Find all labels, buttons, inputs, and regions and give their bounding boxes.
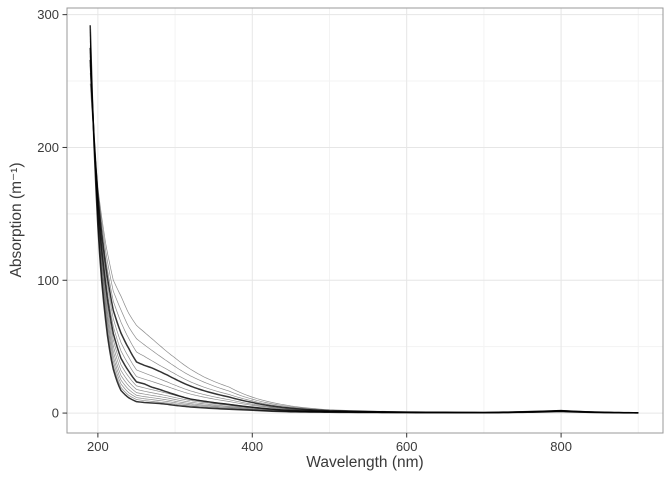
panel-border — [66, 7, 664, 434]
tick-labels: 200 400 600 800 0 100 200 300 — [37, 7, 572, 454]
x-tick-label: 800 — [550, 439, 572, 454]
y-tick-label: 100 — [37, 273, 59, 288]
axis-ticks — [62, 14, 562, 438]
x-tick-label: 200 — [87, 439, 109, 454]
panel-background — [67, 8, 663, 433]
y-tick-label: 300 — [37, 7, 59, 22]
grid-major — [67, 8, 663, 433]
y-tick-label: 200 — [37, 140, 59, 155]
spectrum-line — [89, 59, 639, 414]
y-axis-title: Absorption (m⁻¹) — [8, 163, 25, 278]
x-tick-label: 600 — [396, 439, 418, 454]
series-lines — [89, 25, 639, 414]
x-tick-label: 400 — [241, 439, 263, 454]
grid-minor — [67, 8, 663, 433]
x-axis-title: Wavelength (nm) — [306, 454, 423, 471]
y-tick-label: 0 — [52, 406, 59, 421]
